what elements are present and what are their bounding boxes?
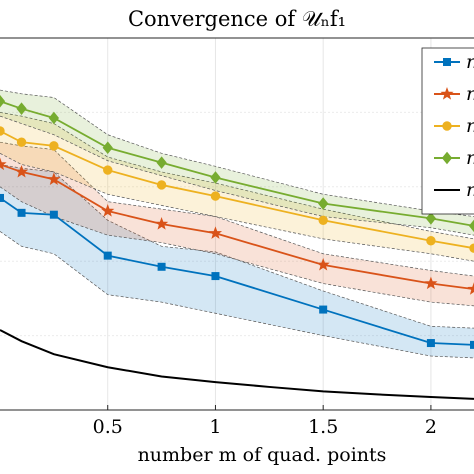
- point-series-1-1: [14, 164, 29, 178]
- legend-label-2: n: [466, 115, 474, 137]
- legend-label-4: n: [466, 179, 474, 201]
- point-series-1-4: [154, 217, 169, 230]
- band-upper-series-2: [0, 112, 474, 240]
- legend-marker-0: [443, 58, 451, 66]
- point-series-0-4: [157, 262, 166, 271]
- band-lower-series-1: [0, 186, 474, 307]
- line-series-4: [0, 329, 474, 400]
- point-series-1-7: [424, 276, 438, 290]
- band-upper-series-1: [0, 141, 474, 277]
- x-tick-label-0: 0.5: [93, 416, 123, 438]
- band-lower-series-2: [0, 153, 474, 262]
- legend-label-0: n: [466, 51, 474, 73]
- point-series-2-7: [426, 236, 436, 246]
- point-series-0-6: [319, 305, 328, 314]
- point-series-2-0: [0, 126, 5, 136]
- legend-label-3: n: [466, 147, 474, 169]
- point-series-3-2: [48, 111, 60, 125]
- band-upper-series-0: [0, 164, 474, 329]
- point-series-2-6: [318, 215, 328, 225]
- band-lower-series-3: [0, 115, 474, 236]
- point-series-2-3: [103, 165, 113, 175]
- series-markers: [0, 94, 474, 349]
- x-axis-label: number m of quad. points: [138, 444, 387, 466]
- point-series-3-1: [16, 102, 27, 115]
- point-series-0-3: [103, 251, 112, 260]
- x-tick-label-2: 1.5: [308, 416, 338, 438]
- band-upper-series-3: [0, 89, 474, 217]
- legend-marker-2: [442, 121, 452, 131]
- plot-area: [0, 37, 474, 411]
- x-tick-label-3: 2: [425, 416, 437, 438]
- point-series-2-4: [156, 180, 167, 190]
- point-series-2-8: [469, 243, 474, 253]
- chart-title: Convergence of 𝒰ₙf₁: [128, 7, 346, 31]
- legend-marker-3: [441, 151, 453, 165]
- point-series-3-0: [0, 94, 6, 108]
- band-lower-series-0: [0, 231, 474, 359]
- point-series-1-5: [208, 226, 223, 239]
- point-series-0-1: [17, 208, 26, 217]
- axes-frame: [0, 37, 474, 411]
- point-series-2-1: [16, 137, 27, 147]
- point-series-3-7: [425, 212, 437, 225]
- point-series-3-4: [156, 156, 167, 169]
- band-series-0: [0, 164, 474, 358]
- point-series-1-2: [47, 172, 61, 185]
- point-series-1-6: [316, 257, 330, 271]
- point-series-0-2: [49, 210, 58, 219]
- legend-label-1: n: [466, 83, 474, 105]
- point-series-1-0: [0, 157, 7, 171]
- point-series-0-7: [426, 339, 435, 348]
- point-series-3-6: [318, 197, 329, 210]
- point-series-2-5: [210, 191, 221, 201]
- x-axis-ticks: 0.5 1 1.5 2: [93, 416, 437, 438]
- point-series-3-3: [102, 141, 113, 155]
- band-series-2: [0, 112, 474, 262]
- point-series-2-2: [49, 141, 59, 151]
- x-tick-label-1: 1: [209, 416, 221, 438]
- point-series-0-5: [211, 272, 220, 281]
- point-series-3-5: [210, 171, 221, 184]
- confidence-bands: [0, 89, 474, 359]
- point-series-0-8: [470, 340, 474, 349]
- point-series-1-3: [101, 204, 115, 217]
- point-series-1-8: [467, 282, 474, 295]
- legend: nnnnn: [421, 47, 474, 215]
- point-series-0-0: [0, 193, 4, 202]
- legend-marker-1: [440, 87, 454, 100]
- point-series-3-8: [468, 219, 474, 233]
- legend-box: [421, 47, 474, 215]
- band-series-3: [0, 90, 474, 236]
